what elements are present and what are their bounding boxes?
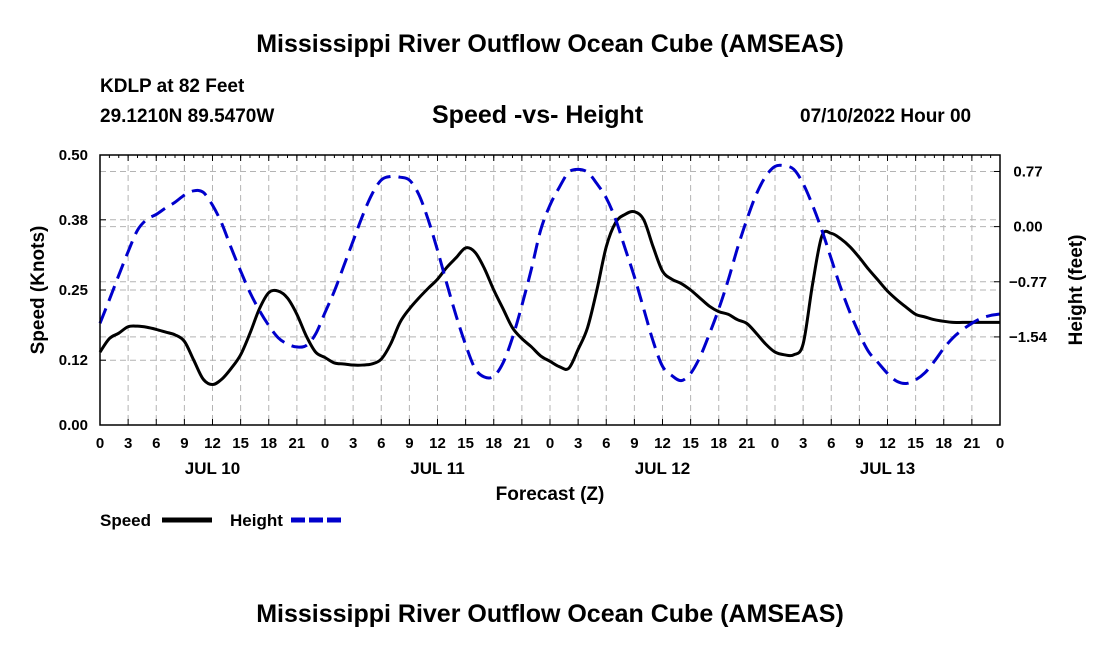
footer-title: Mississippi River Outflow Ocean Cube (AM… (256, 600, 844, 628)
tick-layer: 0 3 6 9 12 15 18 21 0 3 6 9 12 15 18 21 0 3 6 9 12 15 18 21 0 3 6 9… (59, 147, 1048, 478)
series-line-speed (98, 209, 1000, 386)
forecast-date: 07/10/2022 Hour 00 (800, 106, 972, 127)
x-tick-label: 0 (96, 435, 104, 452)
y-right-tick-label: −1.54 (1009, 329, 1048, 346)
x-tick-label: 21 (739, 435, 756, 452)
legend: Speed Height (100, 511, 342, 530)
day-label: JUL 11 (410, 459, 465, 478)
x-tick-label: 3 (799, 435, 807, 452)
x-tick-label: 12 (204, 435, 221, 452)
x-tick-label: 3 (574, 435, 582, 452)
series-line-height (98, 163, 1001, 386)
y-left-tick-label: 0.00 (59, 417, 88, 434)
x-tick-label: 3 (124, 435, 132, 452)
x-tick-label: 18 (260, 435, 277, 452)
x-tick-label: 6 (152, 435, 160, 452)
x-tick-label: 12 (654, 435, 671, 452)
x-tick-label: 0 (771, 435, 779, 452)
y-right-tick-label: 0.00 (1013, 219, 1042, 236)
y-axis-left-label: Speed (Knots) (28, 226, 49, 355)
x-tick-label: 15 (457, 435, 474, 452)
x-tick-label: 18 (935, 435, 952, 452)
x-tick-label: 9 (405, 435, 413, 452)
x-tick-label: 15 (232, 435, 249, 452)
day-label: JUL 13 (860, 459, 915, 478)
x-tick-label: 6 (827, 435, 835, 452)
x-tick-label: 6 (377, 435, 385, 452)
grid-layer (100, 155, 1000, 425)
y-left-tick-label: 0.50 (59, 147, 88, 164)
chart-title: Speed -vs- Height (432, 101, 644, 129)
x-tick-label: 9 (630, 435, 638, 452)
page-title: Mississippi River Outflow Ocean Cube (AM… (256, 30, 844, 58)
y-left-tick-label: 0.38 (59, 212, 88, 229)
x-tick-label: 6 (602, 435, 610, 452)
x-tick-label: 18 (485, 435, 502, 452)
station-label: KDLP at 82 Feet (100, 76, 245, 97)
y-right-tick-label: 0.77 (1013, 163, 1042, 180)
series-layer (98, 163, 1001, 386)
x-tick-label: 0 (546, 435, 554, 452)
x-tick-label: 0 (321, 435, 329, 452)
x-tick-label: 12 (879, 435, 896, 452)
legend-height-label: Height (230, 511, 283, 530)
y-left-tick-label: 0.25 (59, 282, 88, 299)
x-tick-label: 9 (180, 435, 188, 452)
x-tick-label: 21 (289, 435, 306, 452)
x-tick-label: 3 (349, 435, 357, 452)
y-right-tick-label: −0.77 (1009, 274, 1047, 291)
x-tick-label: 15 (907, 435, 924, 452)
legend-speed-label: Speed (100, 511, 151, 530)
coordinates-label: 29.1210N 89.5470W (100, 106, 275, 127)
day-label: JUL 12 (635, 459, 690, 478)
y-left-tick-label: 0.12 (59, 352, 88, 369)
x-tick-label: 18 (710, 435, 727, 452)
x-tick-label: 0 (996, 435, 1004, 452)
day-label: JUL 10 (185, 459, 240, 478)
x-tick-label: 21 (514, 435, 531, 452)
x-tick-label: 9 (855, 435, 863, 452)
x-axis-label: Forecast (Z) (496, 484, 605, 505)
y-axis-right-label: Height (feet) (1066, 235, 1087, 346)
x-tick-label: 15 (682, 435, 699, 452)
x-tick-label: 12 (429, 435, 446, 452)
x-tick-label: 21 (964, 435, 981, 452)
